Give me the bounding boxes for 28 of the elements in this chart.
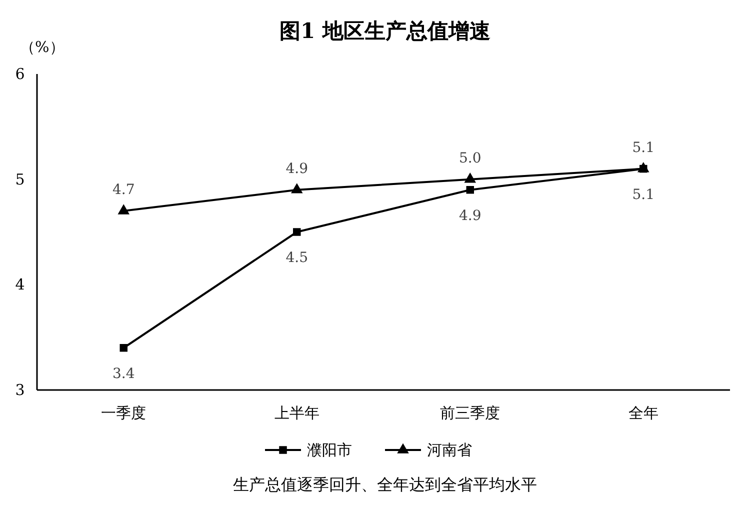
x-tick-label: 前三季度: [440, 404, 500, 422]
point: [464, 172, 476, 183]
point: [466, 186, 474, 194]
y-tick-label: 4: [15, 276, 25, 294]
point: [120, 344, 128, 352]
point: [293, 228, 301, 236]
data-label: 5.1: [632, 140, 655, 156]
x-tick-label: 上半年: [274, 404, 320, 422]
data-label: 4.7: [112, 182, 135, 198]
legend-label: 濮阳市: [307, 441, 352, 459]
data-label: 5.0: [458, 150, 482, 166]
y-tick-label: 5: [15, 170, 25, 188]
data-label: 4.9: [286, 160, 308, 177]
data-label: 3.4: [112, 366, 135, 382]
y-axis-title: （%）: [20, 38, 64, 56]
text: 生产总值逐季回升、全年达到全省平均水平: [233, 475, 537, 494]
point: [290, 183, 303, 194]
data-label: 4.5: [286, 250, 308, 266]
point: [637, 162, 650, 172]
x-tick-label: 全年: [628, 404, 658, 422]
y-tick-label: 3: [15, 381, 25, 399]
data-label: 4.9: [458, 208, 482, 224]
data-label: 5.1: [632, 186, 655, 203]
legend-label: 河南省: [427, 441, 472, 459]
x-tick-label: 一季度: [101, 404, 146, 422]
chart-title: 图1 地区生产总值增速: [280, 18, 490, 43]
point: [118, 204, 130, 214]
y-tick-label: 6: [15, 65, 25, 83]
